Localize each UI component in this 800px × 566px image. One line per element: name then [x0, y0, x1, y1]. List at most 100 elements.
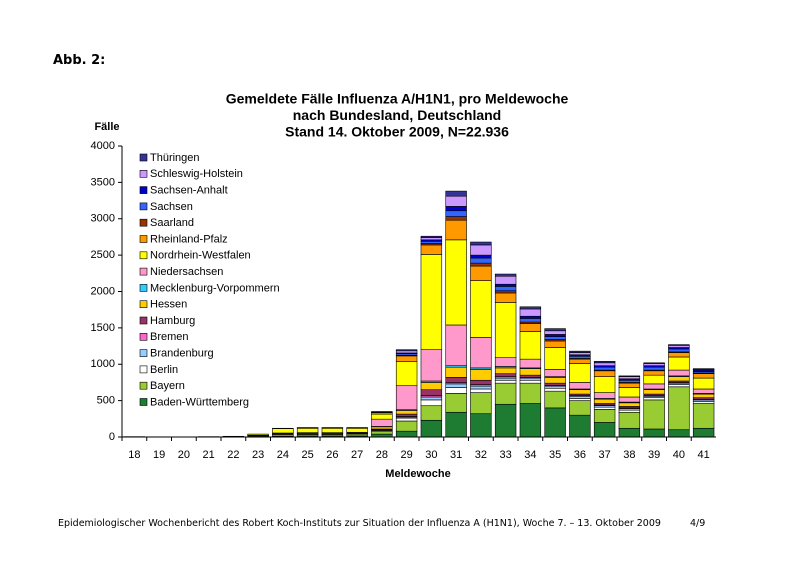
x-tick-label: 38 [623, 449, 635, 461]
bar-segment [668, 376, 690, 382]
bar-segment [470, 244, 492, 256]
bar-segment [321, 427, 344, 433]
bar-segment [519, 323, 542, 332]
legend-swatch [139, 251, 148, 260]
bar-segment [247, 433, 269, 436]
bar-segment [445, 239, 467, 326]
bar-segment [420, 254, 443, 351]
bar-segment [569, 414, 591, 438]
bar-segment [395, 413, 418, 417]
bar-segment [420, 241, 443, 244]
bar-segment [593, 409, 616, 423]
x-tick-label: 23 [252, 449, 264, 461]
bar-segment [470, 337, 492, 369]
legend-label: Sachsen-Anhalt [150, 185, 228, 197]
bar-segment [593, 376, 616, 393]
bar-segment [618, 376, 641, 380]
bar-segment [569, 398, 591, 401]
x-tick-label: 24 [277, 449, 289, 461]
bar-segment [544, 336, 566, 340]
page-number: 4/9 [690, 518, 706, 529]
x-tick-label: 31 [450, 449, 462, 461]
bar-segment [519, 374, 542, 378]
bar-segment [395, 355, 418, 363]
x-tick-label: 35 [549, 449, 561, 461]
bar-segment [494, 275, 517, 285]
bar-segment [618, 411, 641, 429]
bar-segment [593, 361, 616, 364]
bar-segment [593, 370, 616, 377]
bar-segment [544, 340, 566, 348]
legend-label: Bayern [150, 380, 185, 392]
bar-segment [445, 324, 467, 367]
x-tick-label: 21 [203, 449, 215, 461]
bar-segment [494, 286, 517, 292]
bar-segment [296, 427, 319, 433]
y-tick-label: 3500 [91, 176, 115, 188]
y-tick-label: 1000 [91, 358, 115, 370]
bar-segment [470, 379, 492, 385]
bar-segment [593, 422, 616, 438]
legend-label: Saarland [150, 217, 194, 229]
legend-swatch [139, 300, 148, 309]
x-tick-label: 39 [648, 449, 660, 461]
bar-segment [445, 366, 467, 378]
bar-segment [569, 382, 591, 390]
bar-segment [544, 330, 566, 335]
bar-segment [420, 396, 443, 401]
bar-segment [569, 389, 591, 395]
legend-label: Sachsen [150, 201, 193, 213]
legend-swatch [139, 365, 148, 374]
bar-segment [618, 402, 641, 407]
bar-segment [618, 387, 641, 398]
bar-segment [395, 420, 418, 432]
chart-title: Stand 14. Oktober 2009, N=22.936 [285, 124, 509, 140]
bar-segment [494, 373, 517, 377]
x-tick-label: 34 [524, 449, 536, 461]
bar-segment [692, 388, 715, 394]
bar-segment [494, 283, 517, 287]
x-tick-label: 27 [351, 449, 363, 461]
bar-segment [445, 206, 467, 212]
bar-segment [519, 358, 542, 369]
legend-swatch [139, 170, 148, 178]
y-tick-label: 0 [109, 431, 115, 443]
figure-label: Abb. 2: [53, 53, 106, 68]
bar-segment [445, 411, 467, 438]
bar-segment [371, 418, 393, 427]
bar-segment [420, 244, 443, 255]
bar-segment [494, 292, 517, 303]
bar-segment [494, 357, 517, 367]
bar-segment [569, 358, 591, 364]
legend-label: Berlin [150, 364, 178, 376]
x-tick-label: 30 [425, 449, 437, 461]
bar-segment [395, 430, 418, 438]
bar-segment [544, 369, 566, 377]
legend-swatch [139, 332, 148, 341]
y-tick-label: 4000 [91, 140, 115, 152]
bar-segment [618, 375, 641, 377]
legend-label: Hamburg [150, 315, 195, 327]
bar-segment [519, 308, 542, 317]
bar-segment [544, 407, 566, 438]
bar-segment [272, 428, 294, 434]
x-tick-label: 33 [500, 449, 512, 461]
bar-segment [420, 389, 443, 396]
bar-segment [420, 419, 443, 438]
bar-segment [470, 413, 492, 438]
bar-segment [494, 273, 517, 277]
bar-segment [618, 409, 641, 413]
bar-segment [470, 262, 492, 267]
x-tick-label: 20 [178, 449, 190, 461]
bar-segment [470, 254, 492, 259]
bar-segment [445, 219, 467, 241]
bar-segment [643, 428, 665, 438]
bar-segment [569, 352, 591, 356]
bar-segment [470, 385, 492, 390]
bar-segment [643, 397, 665, 401]
bar-segment [692, 373, 715, 379]
bar-segment [420, 235, 443, 238]
x-tick-label: 29 [401, 449, 413, 461]
bar-segment [519, 315, 542, 319]
